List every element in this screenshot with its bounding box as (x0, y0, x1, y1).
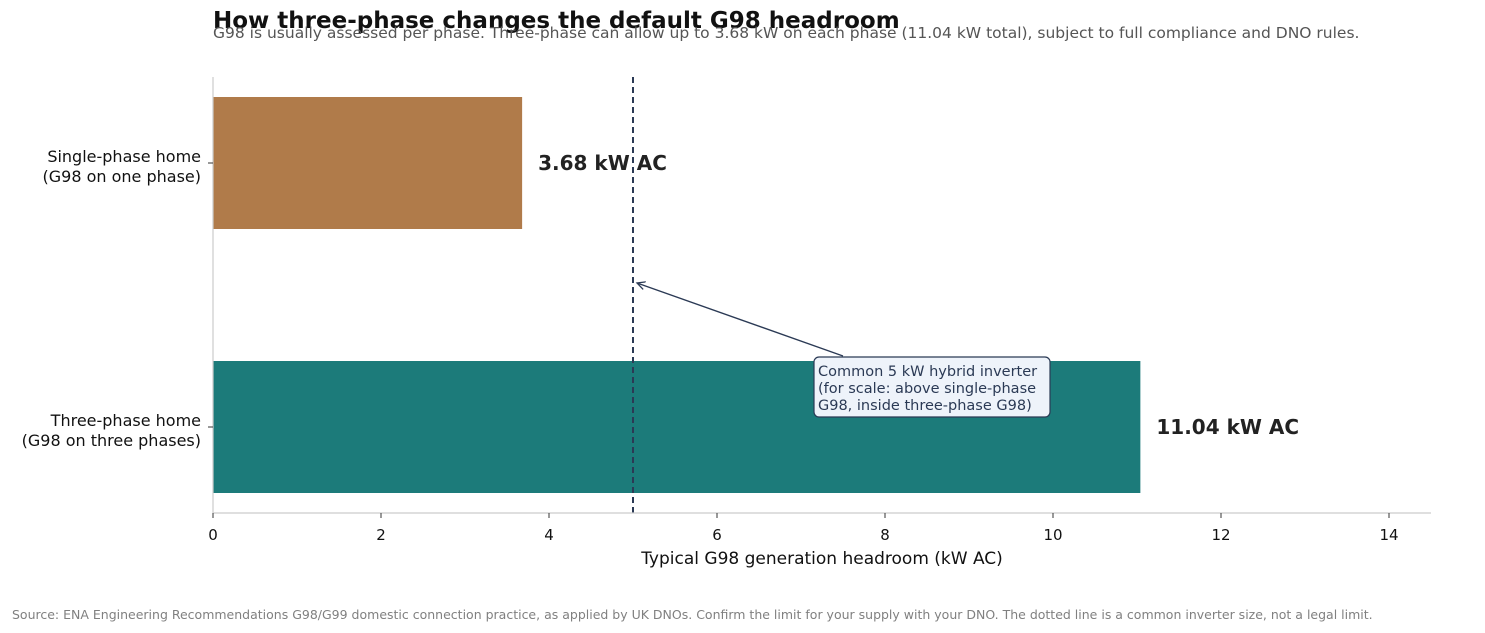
chart-subtitle: G98 is usually assessed per phase. Three… (213, 24, 1360, 42)
x-tick-label: 6 (712, 526, 722, 544)
x-tick-label: 0 (208, 526, 218, 544)
source-note: Source: ENA Engineering Recommendations … (12, 607, 1373, 622)
bar (213, 97, 523, 229)
y-category-label: Single-phase home (47, 147, 201, 166)
x-tick-label: 14 (1379, 526, 1398, 544)
y-category-label: (G98 on one phase) (43, 167, 201, 186)
x-axis-label: Typical G98 generation headroom (kW AC) (640, 549, 1003, 569)
annotation-text: G98, inside three-phase G98) (818, 398, 1032, 414)
x-tick-label: 8 (880, 526, 890, 544)
y-category-label: Three-phase home (50, 411, 201, 430)
annotation-arrow (637, 283, 844, 357)
x-tick-label: 4 (544, 526, 554, 544)
x-tick-label: 2 (376, 526, 386, 544)
chart-title: How three-phase changes the default G98 … (213, 8, 900, 34)
annotation-text: Common 5 kW hybrid inverter (818, 364, 1037, 380)
bar-value-label: 11.04 kW AC (1156, 415, 1299, 439)
bar-value-label: 3.68 kW AC (538, 151, 667, 175)
x-tick-label: 12 (1211, 526, 1230, 544)
x-tick-label: 10 (1043, 526, 1062, 544)
annotation-text: (for scale: above single-phase (818, 381, 1036, 397)
y-category-label: (G98 on three phases) (22, 431, 201, 450)
annotation-box (813, 356, 1051, 418)
